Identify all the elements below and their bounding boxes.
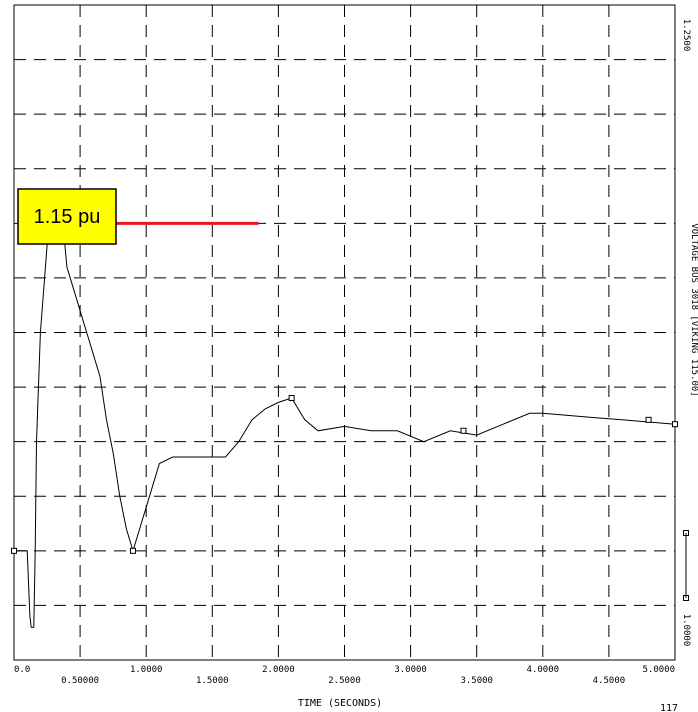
data-marker	[645, 416, 652, 423]
series-label: VOLTAGE BUS 3018 [VIKING 115.00]	[689, 223, 698, 396]
threshold-label-box	[17, 188, 117, 245]
x-tick-label: 3.0000	[394, 665, 427, 675]
marker-layer	[11, 395, 678, 554]
corner-label: 117	[660, 703, 678, 712]
grid	[14, 5, 675, 660]
series-line	[14, 211, 676, 628]
x-tick-label: 3.5000	[460, 676, 493, 686]
x-tick-label: 4.5000	[593, 676, 626, 686]
x-axis-title: TIME (SECONDS)	[298, 698, 382, 709]
data-marker	[288, 395, 295, 401]
x-tick-label: 1.0000	[130, 665, 163, 675]
x-tick-label: 1.5000	[196, 676, 229, 686]
data-marker	[129, 547, 136, 554]
x-tick-label: 5.0000	[642, 665, 675, 675]
x-tick-label: 2.0000	[262, 665, 295, 675]
x-tick-labels: 0.0 0.50000 1.0000 1.5000 2.0000 2.5000 3.0000…	[14, 665, 675, 686]
x-tick-label: 4.0000	[527, 665, 560, 675]
threshold-label: 1.15 pu	[34, 206, 101, 228]
y-tick-label-bottom: 1.0000	[681, 614, 691, 647]
x-tick-label: 0.50000	[61, 676, 99, 686]
data-marker	[460, 427, 467, 434]
data-marker	[672, 421, 678, 428]
right-range-indicator	[683, 530, 689, 601]
y-tick-label-top: 1.2500	[681, 19, 691, 52]
data-marker	[11, 547, 17, 554]
x-tick-label: 0.0	[14, 665, 30, 675]
series-layer	[14, 211, 676, 628]
x-tick-label: 2.5000	[328, 676, 361, 686]
